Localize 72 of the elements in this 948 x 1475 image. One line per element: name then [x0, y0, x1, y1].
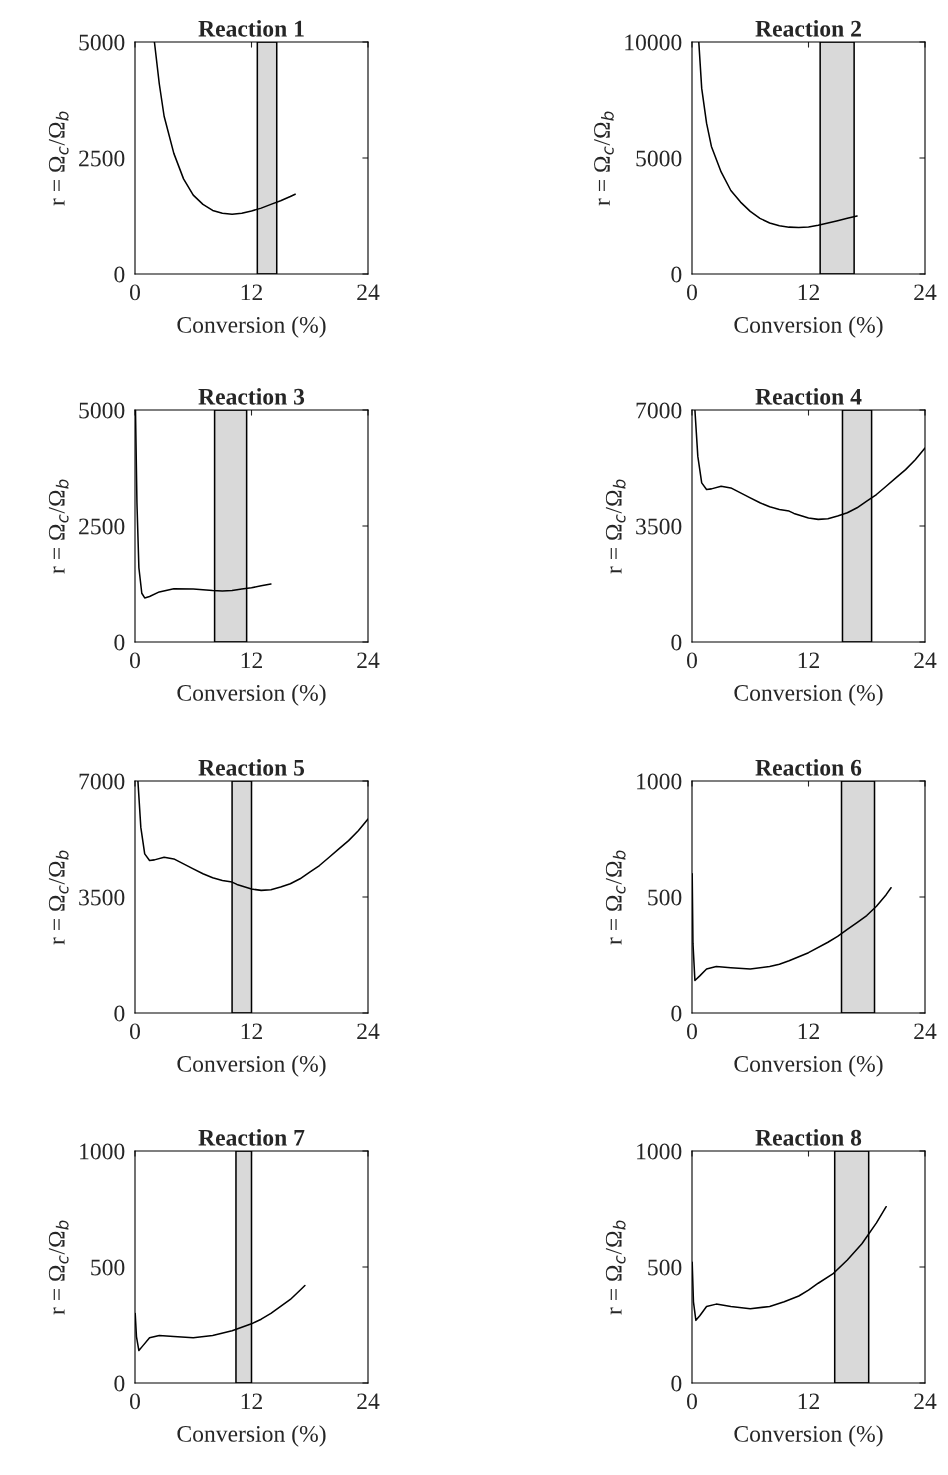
- y-tick-label: 5000: [79, 34, 125, 51]
- y-tick-label: 1000: [637, 1143, 682, 1160]
- x-tick-label: 12: [241, 284, 262, 301]
- x-tick-label: 12: [241, 652, 262, 669]
- y-tick-label: 2500: [79, 518, 125, 535]
- x-tick-label: 24: [357, 652, 380, 669]
- y-tick-label: 2500: [79, 150, 125, 167]
- y-axis-title: r = Ω$_{c}$/Ω$_{b}$: [48, 479, 69, 574]
- y-tick-label: 3500: [79, 889, 125, 906]
- y-tick-label: 10000: [625, 34, 682, 51]
- x-tick-label: 12: [798, 284, 819, 301]
- y-tick-label: 3500: [636, 518, 682, 535]
- x-axis-title: Conversion (%): [734, 1425, 883, 1447]
- x-tick-label: 12: [798, 1023, 819, 1040]
- y-tick-label: 500: [648, 1259, 682, 1276]
- x-tick-label: 12: [241, 1393, 262, 1410]
- x-tick-label: 24: [914, 1393, 937, 1410]
- y-tick-label: 0: [114, 266, 125, 283]
- y-tick-label: 0: [114, 634, 125, 651]
- x-axis-title: Conversion (%): [734, 316, 883, 338]
- x-axis-title: Conversion (%): [177, 1055, 326, 1077]
- x-axis-title: Conversion (%): [177, 684, 326, 706]
- x-tick-label: 24: [914, 284, 937, 301]
- chart-title: Reaction 1: [198, 20, 304, 37]
- x-tick-label: 0: [130, 1023, 140, 1040]
- x-tick-label: 12: [241, 1023, 262, 1040]
- y-axis-title: r = Ω$_{c}$/Ω$_{b}$: [48, 850, 69, 945]
- y-axis-title: r = Ω$_{c}$/Ω$_{b}$: [605, 850, 626, 945]
- x-tick-label: 0: [130, 284, 140, 301]
- y-tick-label: 5000: [79, 402, 125, 419]
- y-axis-title: r = Ω$_{c}$/Ω$_{b}$: [594, 111, 614, 206]
- x-tick-label: 0: [130, 652, 140, 669]
- x-tick-label: 24: [914, 652, 937, 669]
- x-axis-title: Conversion (%): [734, 684, 883, 706]
- y-tick-label: 7000: [636, 402, 682, 419]
- y-tick-label: 1000: [80, 1143, 125, 1160]
- chart-title: Reaction 5: [198, 759, 305, 776]
- x-tick-label: 0: [687, 652, 697, 669]
- chart-title: Reaction 6: [755, 759, 862, 776]
- x-tick-label: 0: [130, 1393, 140, 1410]
- x-axis-title: Conversion (%): [734, 1055, 883, 1077]
- x-tick-label: 0: [687, 1023, 697, 1040]
- chart-title: Reaction 2: [755, 20, 861, 37]
- y-axis-title: r = Ω$_{c}$/Ω$_{b}$: [48, 1220, 69, 1315]
- chart-title: Reaction 7: [198, 1129, 305, 1146]
- x-tick-label: 24: [357, 1393, 380, 1410]
- x-axis-title: Conversion (%): [177, 316, 326, 338]
- y-tick-label: 0: [114, 1005, 125, 1022]
- y-tick-label: 500: [91, 1259, 125, 1276]
- x-axis-title: Conversion (%): [177, 1425, 326, 1447]
- chart-title: Reaction 3: [198, 388, 305, 405]
- y-tick-label: 1000: [637, 773, 682, 790]
- chart-title: Reaction 4: [755, 388, 862, 405]
- y-tick-label: 0: [671, 1375, 682, 1392]
- y-tick-label: 0: [671, 1005, 682, 1022]
- y-tick-label: 500: [648, 889, 682, 906]
- chart-title: Reaction 8: [755, 1129, 862, 1146]
- x-tick-label: 12: [798, 1393, 819, 1410]
- y-tick-label: 0: [671, 634, 682, 651]
- x-tick-label: 12: [798, 652, 819, 669]
- x-tick-label: 24: [357, 284, 380, 301]
- y-axis-title: r = Ω$_{c}$/Ω$_{b}$: [48, 111, 69, 206]
- y-tick-label: 0: [671, 266, 682, 283]
- y-tick-label: 7000: [79, 773, 125, 790]
- x-tick-label: 0: [687, 1393, 697, 1410]
- y-axis-title: r = Ω$_{c}$/Ω$_{b}$: [605, 479, 626, 574]
- y-tick-label: 0: [114, 1375, 125, 1392]
- y-tick-label: 5000: [636, 150, 682, 167]
- x-tick-label: 0: [687, 284, 697, 301]
- y-axis-title: r = Ω$_{c}$/Ω$_{b}$: [605, 1220, 626, 1315]
- x-tick-label: 24: [357, 1023, 380, 1040]
- x-tick-label: 24: [914, 1023, 937, 1040]
